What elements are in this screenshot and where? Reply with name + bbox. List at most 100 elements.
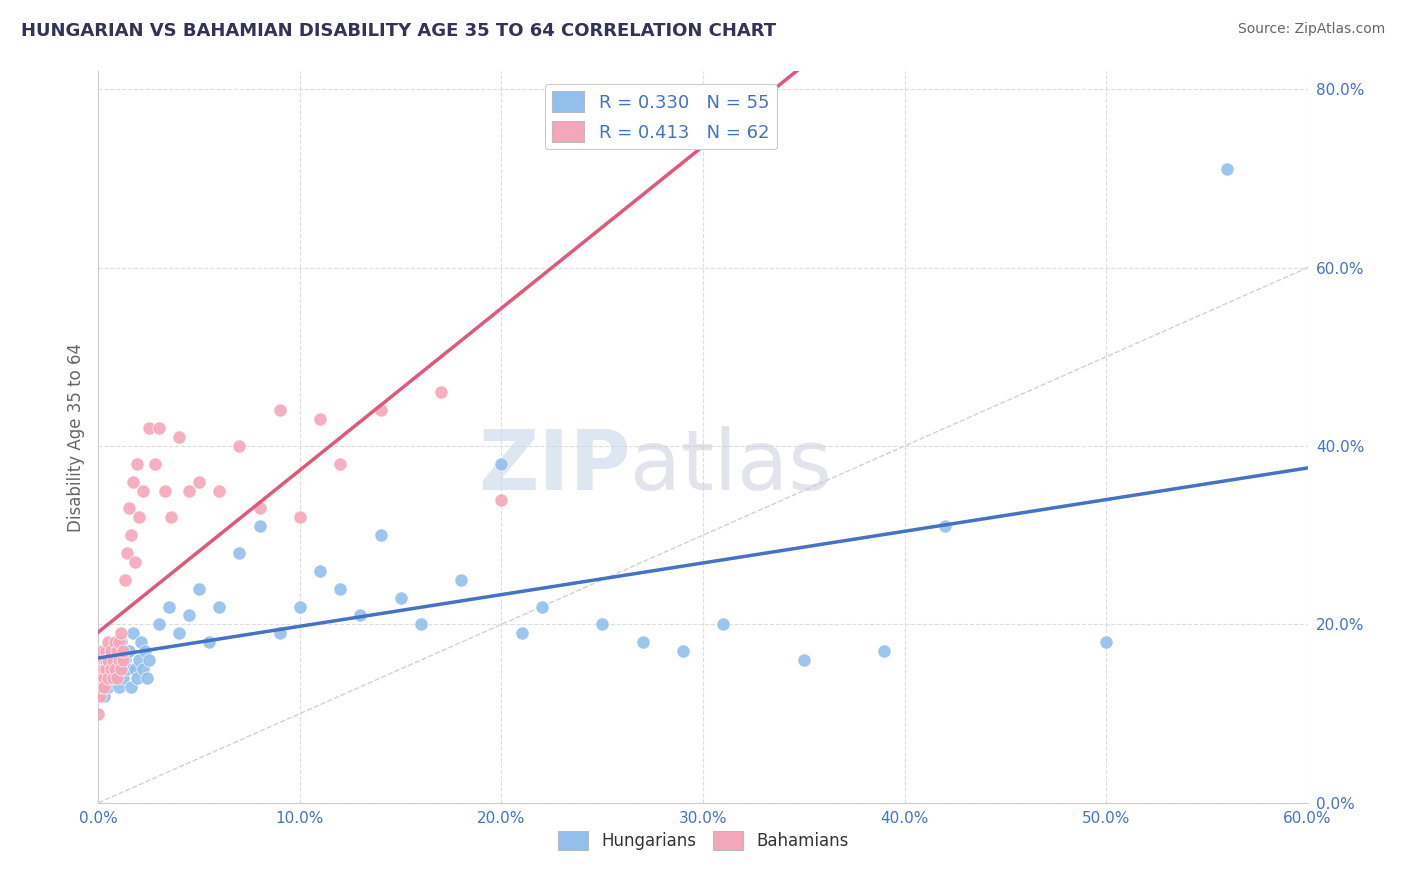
Point: [167, 430, 190, 444]
Point: [530, 599, 553, 614]
Point: [114, 573, 136, 587]
Point: [208, 599, 231, 614]
Point: [115, 546, 138, 560]
Point: [93, 653, 115, 667]
Text: HUNGARIAN VS BAHAMIAN DISABILITY AGE 35 TO 64 CORRELATION CHART: HUNGARIAN VS BAHAMIAN DISABILITY AGE 35 …: [21, 22, 776, 40]
Point: [105, 644, 128, 658]
Point: [1216, 162, 1239, 177]
Point: [389, 591, 412, 605]
Point: [288, 599, 311, 614]
Point: [510, 626, 533, 640]
Point: [105, 671, 128, 685]
Point: [105, 662, 128, 676]
Point: [450, 573, 472, 587]
Point: [96, 662, 118, 676]
Point: [91, 671, 114, 685]
Point: [100, 644, 122, 658]
Point: [93, 689, 115, 703]
Point: [91, 662, 114, 676]
Point: [97, 653, 120, 667]
Point: [269, 403, 291, 417]
Point: [1095, 635, 1118, 649]
Point: [167, 626, 190, 640]
Legend: Hungarians, Bahamians: Hungarians, Bahamians: [551, 824, 855, 856]
Point: [107, 635, 129, 649]
Point: [118, 644, 141, 658]
Point: [97, 635, 120, 649]
Point: [93, 662, 115, 676]
Point: [309, 412, 332, 426]
Point: [91, 653, 114, 667]
Point: [121, 475, 143, 489]
Point: [96, 644, 118, 658]
Point: [110, 662, 132, 676]
Point: [631, 635, 654, 649]
Point: [591, 617, 613, 632]
Point: [269, 626, 291, 640]
Point: [120, 680, 142, 694]
Point: [115, 662, 138, 676]
Point: [89, 671, 111, 685]
Point: [132, 662, 155, 676]
Point: [107, 653, 129, 667]
Point: [87, 689, 110, 703]
Point: [96, 653, 118, 667]
Point: [873, 644, 896, 658]
Point: [228, 546, 250, 560]
Point: [125, 457, 148, 471]
Point: [121, 626, 143, 640]
Point: [110, 626, 132, 640]
Point: [93, 671, 115, 685]
Point: [208, 483, 231, 498]
Point: [93, 680, 115, 694]
Point: [111, 671, 134, 685]
Point: [138, 421, 160, 435]
Point: [370, 403, 392, 417]
Point: [89, 680, 111, 694]
Point: [138, 653, 160, 667]
Point: [103, 662, 125, 676]
Point: [228, 439, 250, 453]
Point: [101, 653, 124, 667]
Point: [370, 528, 392, 542]
Point: [129, 635, 152, 649]
Point: [134, 644, 156, 658]
Point: [188, 475, 211, 489]
Point: [111, 653, 134, 667]
Point: [100, 644, 122, 658]
Point: [349, 608, 371, 623]
Point: [87, 662, 110, 676]
Point: [89, 671, 111, 685]
Point: [132, 483, 155, 498]
Point: [87, 706, 110, 721]
Point: [89, 689, 111, 703]
Point: [329, 457, 352, 471]
Point: [188, 582, 211, 596]
Point: [329, 582, 352, 596]
Point: [249, 501, 271, 516]
Point: [118, 501, 141, 516]
Point: [148, 617, 170, 632]
Point: [96, 662, 118, 676]
Point: [672, 644, 695, 658]
Point: [120, 528, 142, 542]
Point: [160, 510, 183, 524]
Point: [101, 671, 124, 685]
Point: [491, 457, 513, 471]
Point: [249, 519, 271, 533]
Point: [135, 671, 157, 685]
Point: [711, 617, 734, 632]
Point: [143, 457, 166, 471]
Point: [125, 671, 148, 685]
Point: [103, 653, 125, 667]
Point: [111, 644, 134, 658]
Point: [97, 680, 120, 694]
Point: [101, 671, 124, 685]
Point: [148, 421, 170, 435]
Point: [430, 385, 453, 400]
Point: [97, 671, 120, 685]
Point: [153, 483, 176, 498]
Point: [107, 680, 129, 694]
Point: [793, 653, 815, 667]
Text: Source: ZipAtlas.com: Source: ZipAtlas.com: [1237, 22, 1385, 37]
